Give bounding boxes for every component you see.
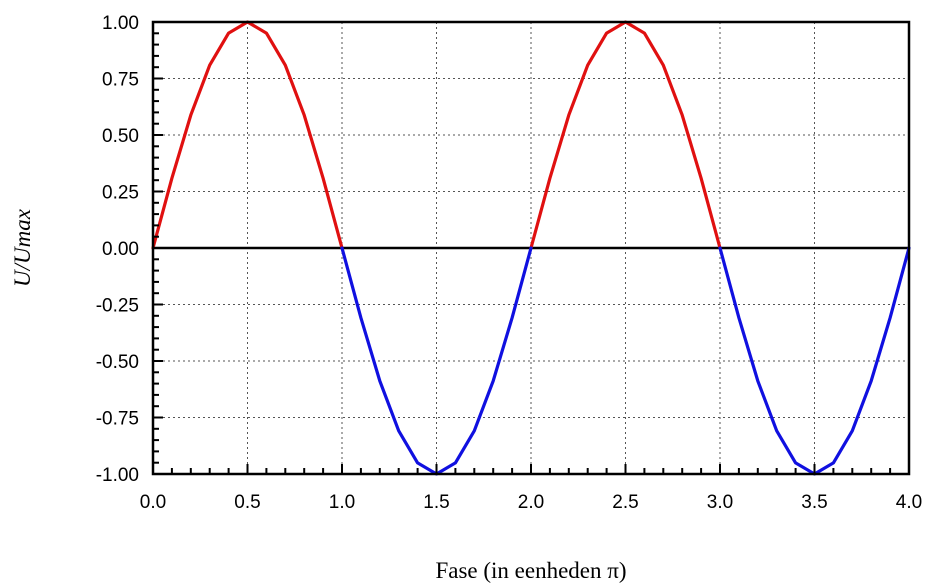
label-layer: 0.0 0.5 1.0 1.5 2.0 2.5 3.0 3.5 4.0 1.00 0.75 0.50 0…	[96, 13, 923, 513]
x-tick-label-3: 1.5	[423, 492, 449, 513]
y-tick-label-1: 0.75	[102, 70, 139, 91]
series-1-segment-0-line	[340, 246, 533, 476]
y-tick-label-2: 0.50	[102, 126, 139, 147]
y-tick-label-8: -1.00	[96, 465, 139, 486]
x-axis-title: Fase (in eenheden π)	[435, 558, 626, 583]
x-tick-label-4: 2.0	[518, 492, 544, 513]
x-tick-label-5: 2.5	[612, 492, 638, 513]
y-tick-label-6: -0.50	[96, 352, 139, 373]
tick-layer	[152, 21, 910, 475]
y-tick-label-0: 1.00	[102, 13, 139, 34]
y-axis-title: U/Umax	[10, 208, 35, 287]
x-tick-label-6: 3.0	[707, 492, 733, 513]
y-tick-label-3: 0.25	[102, 183, 139, 204]
y-tick-label-7: -0.75	[96, 409, 139, 430]
x-tick-label-8: 4.0	[896, 492, 922, 513]
y-tick-label-4: 0.00	[102, 239, 139, 260]
x-tick-label-7: 3.5	[801, 492, 827, 513]
x-tick-label-2: 1.0	[329, 492, 355, 513]
y-tick-label-5: -0.25	[96, 296, 139, 317]
x-tick-label-1: 0.5	[234, 492, 260, 513]
x-tick-label-0: 0.0	[140, 492, 166, 513]
